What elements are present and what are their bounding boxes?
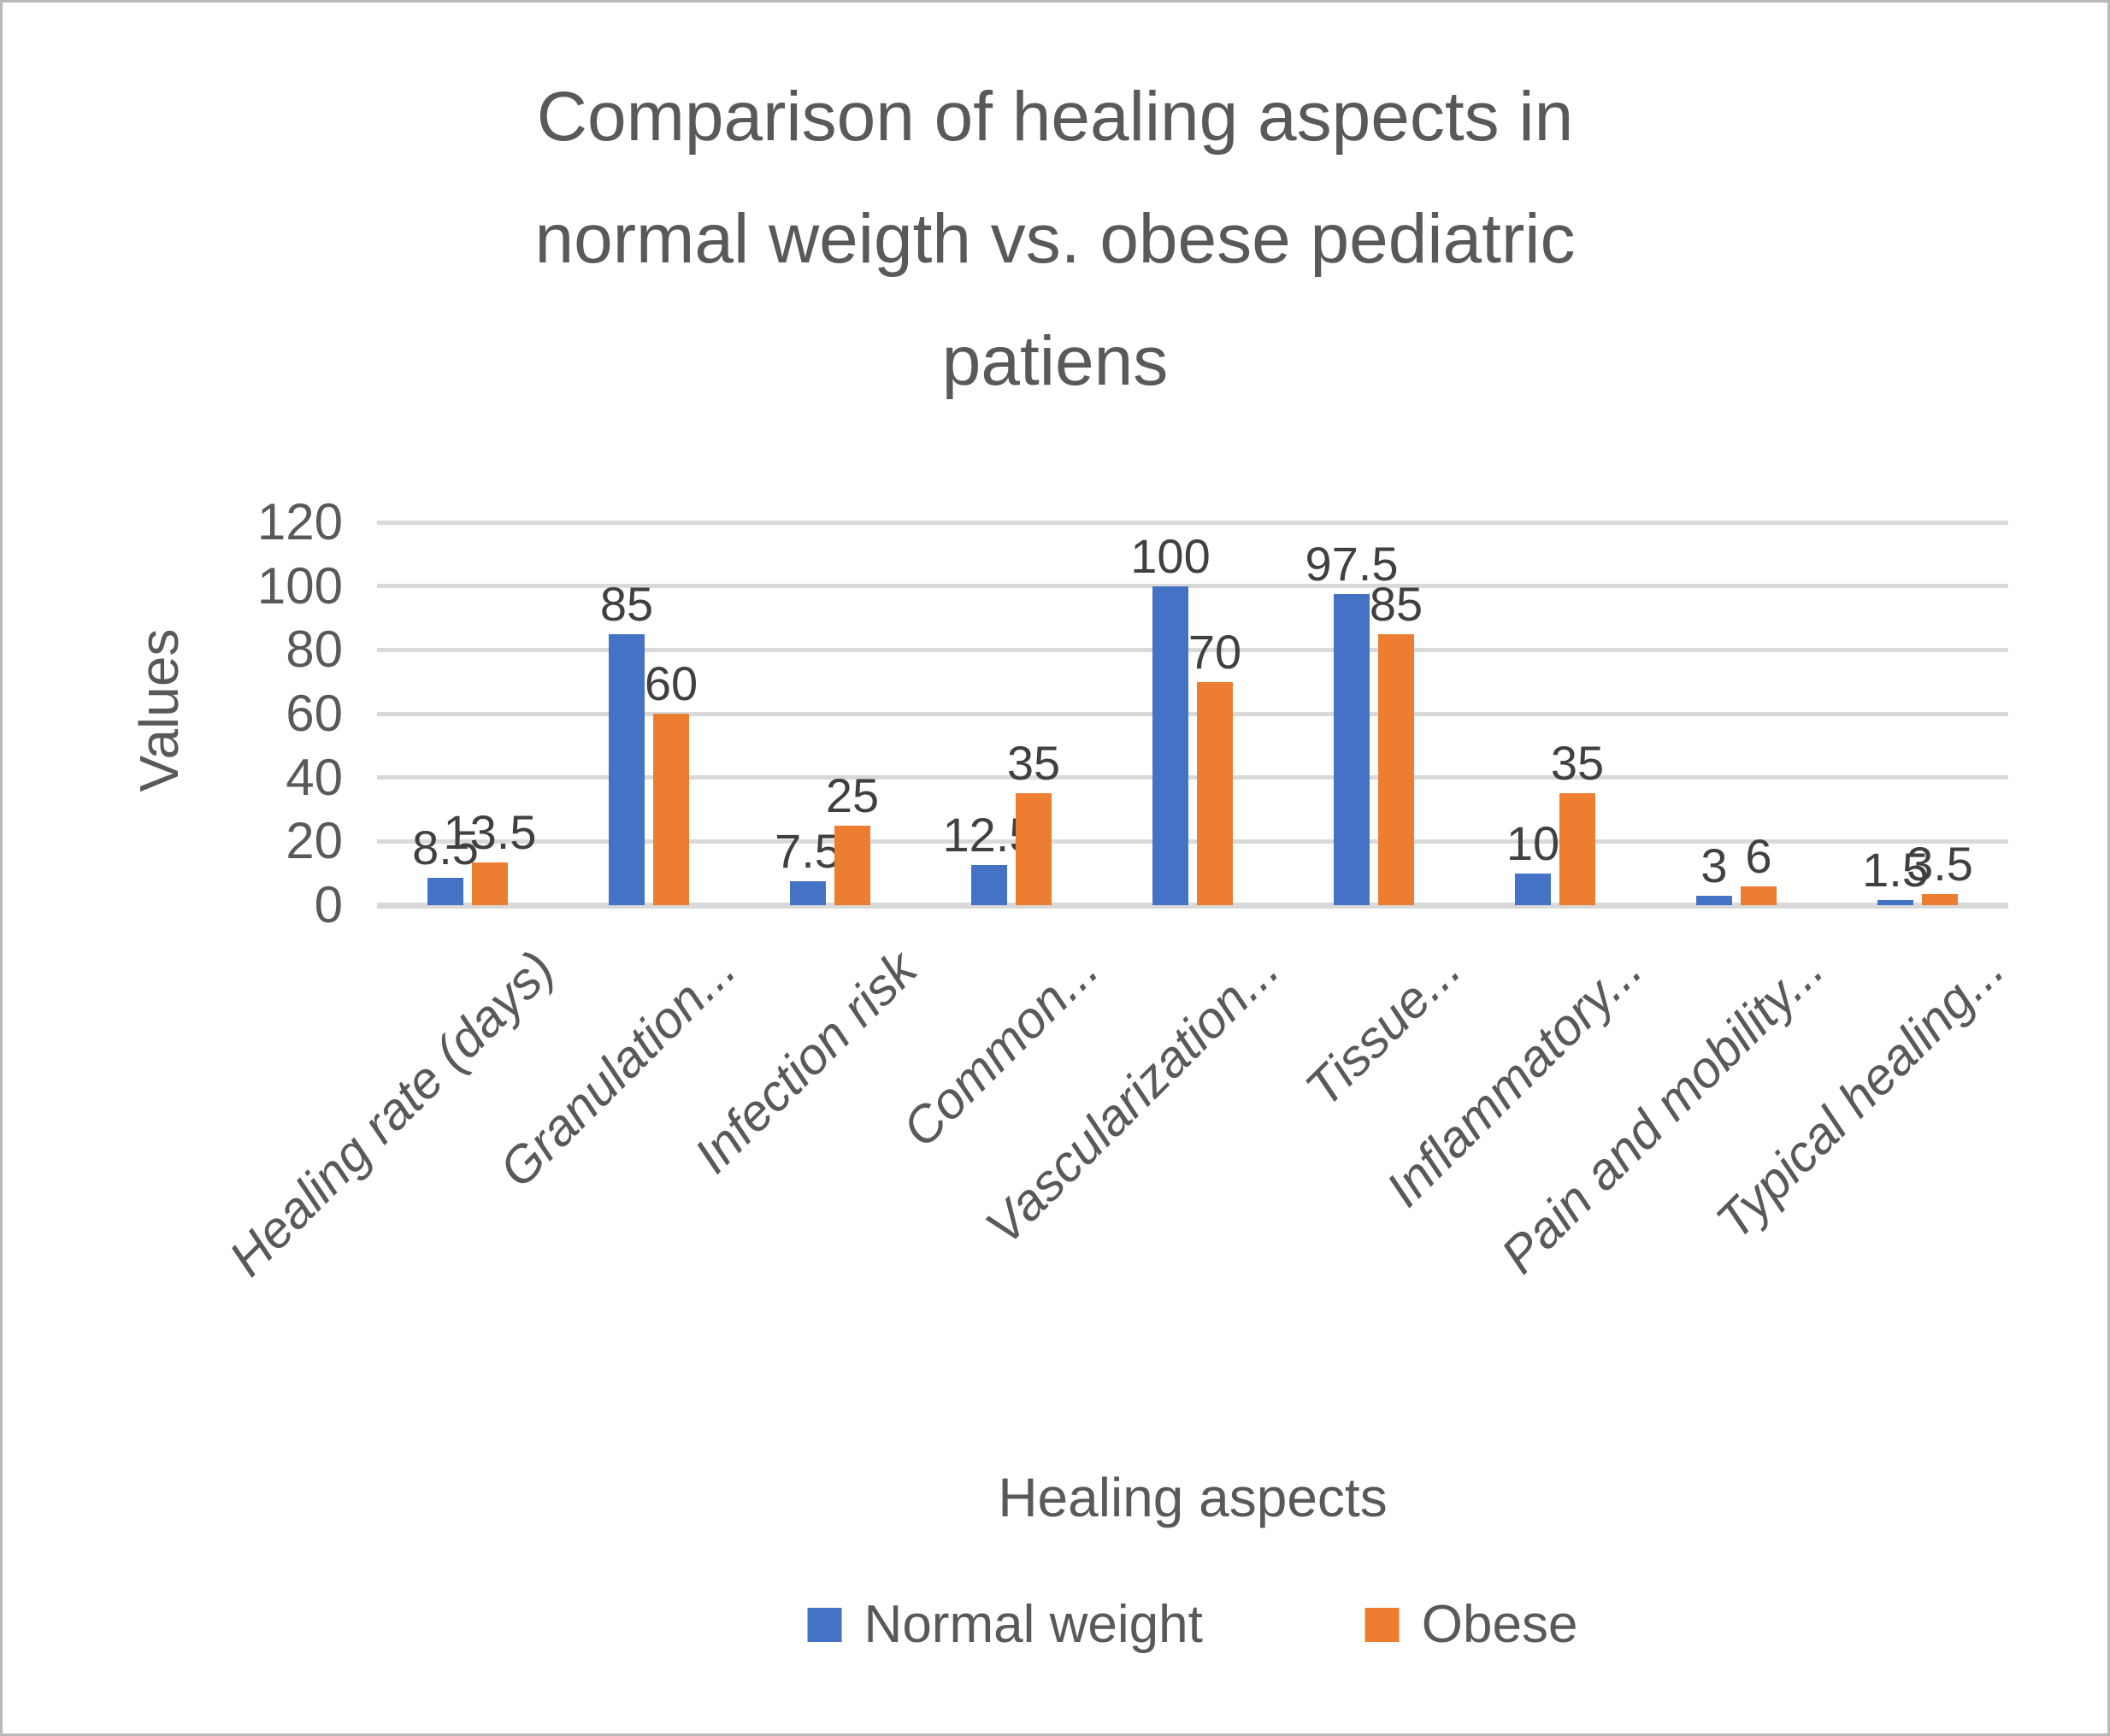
y-tick-label: 20	[286, 812, 343, 869]
legend-entry-obese: Obese	[1364, 1594, 1578, 1655]
chart-title-line: Comparison of healing aspects in	[536, 78, 1574, 156]
bar-value-label: 10	[1506, 816, 1560, 870]
bar-obese	[1559, 793, 1595, 905]
bar-value-label: 25	[825, 768, 880, 822]
bar-value-label: 7.5	[775, 824, 841, 878]
gridline-y-120	[377, 521, 2008, 525]
gridline-y-20	[377, 839, 2008, 844]
chart-title-line: patiens	[941, 322, 1169, 400]
gridline-y-100	[377, 584, 2008, 588]
bar-value-label: 70	[1188, 625, 1242, 679]
bar-value-label: 100	[1130, 529, 1211, 583]
x-axis-title: Healing aspects	[998, 1467, 1388, 1528]
bar-value-label: 1.5	[1862, 843, 1929, 897]
bar-normal-weight	[609, 634, 645, 905]
category-label: Tissue...	[1294, 939, 1472, 1118]
bar-value-label: 6	[1745, 829, 1772, 883]
bar-value-label: 8.5	[412, 821, 479, 874]
bar-obese	[1741, 886, 1777, 905]
category-label: Healing rate (days)	[218, 939, 566, 1287]
bar-obese	[1922, 894, 1958, 905]
chart-title-line: normal weigth vs. obese pediatric	[534, 200, 1576, 278]
bar-value-label: 85	[599, 577, 654, 631]
y-tick-label: 60	[286, 685, 343, 742]
bar-normal-weight	[1696, 896, 1732, 905]
category-label: Pain and mobility...	[1489, 939, 1835, 1285]
bar-normal-weight	[1334, 594, 1370, 905]
bar-value-label: 13.5	[443, 805, 537, 859]
legend-swatch-normal-weight	[807, 1607, 842, 1642]
bar-value-label: 12.5	[942, 808, 1036, 862]
bar-normal-weight	[427, 878, 463, 905]
y-tick-label: 80	[286, 621, 343, 678]
bar-value-label: 35	[1006, 736, 1061, 790]
bar-value-label: 60	[644, 656, 698, 710]
bar-obese	[653, 714, 689, 905]
bar-value-label: 97.5	[1305, 537, 1399, 591]
bar-normal-weight	[790, 881, 826, 905]
gridline-y-60	[377, 712, 2008, 716]
chart-title: Comparison of healing aspects in normal w…	[3, 56, 2107, 422]
gridline-y-80	[377, 648, 2008, 652]
y-tick-label: 40	[286, 749, 343, 806]
bar-obese	[1378, 634, 1414, 905]
legend: Normal weight Obese	[807, 1594, 1578, 1655]
legend-entry-normal-weight: Normal weight	[807, 1594, 1203, 1655]
legend-label: Normal weight	[863, 1595, 1203, 1654]
bar-obese	[1197, 682, 1233, 905]
bar-value-label: 35	[1550, 736, 1605, 790]
legend-label: Obese	[1421, 1595, 1578, 1654]
bar-normal-weight	[1877, 900, 1913, 905]
bar-value-label: 3	[1700, 839, 1728, 892]
y-tick-label: 120	[256, 493, 343, 550]
bar-obese	[834, 826, 870, 905]
bar-obese	[472, 862, 508, 905]
gridline-y-40	[377, 775, 2008, 780]
gridline-y-0	[377, 903, 2008, 909]
bar-obese	[1016, 793, 1052, 905]
legend-swatch-obese	[1364, 1607, 1400, 1642]
bar-normal-weight	[1515, 874, 1551, 905]
bar-normal-weight	[971, 865, 1007, 905]
bar-value-label: 3.5	[1907, 837, 1973, 891]
y-tick-label: 0	[314, 876, 343, 933]
bar-value-label: 85	[1369, 577, 1423, 631]
y-tick-label: 100	[256, 557, 343, 615]
bar-normal-weight	[1152, 586, 1188, 905]
